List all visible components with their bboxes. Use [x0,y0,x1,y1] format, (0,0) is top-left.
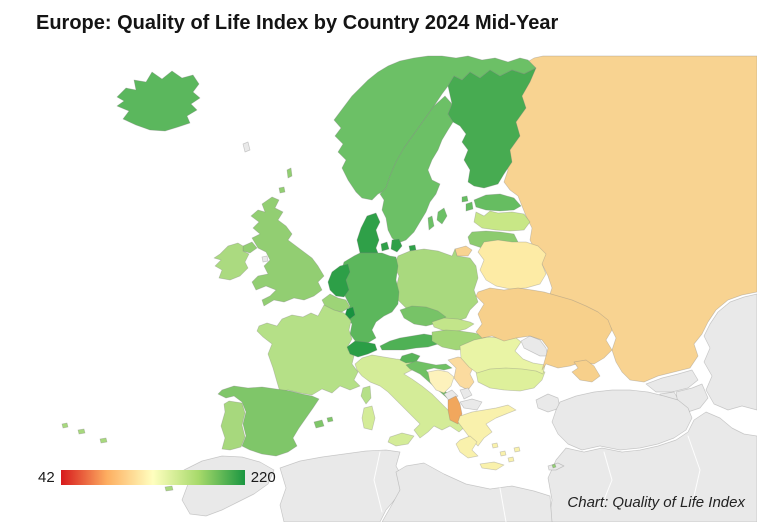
region-peloponnese[interactable] [455,435,479,459]
island-gotland [436,207,448,225]
country-denmark[interactable] [356,212,381,254]
country-portugal[interactable] [220,400,246,451]
country-turkey[interactable] [551,389,693,451]
island-crete [479,461,505,471]
country-slovakia[interactable] [431,317,475,333]
country-switzerland[interactable] [346,340,378,358]
island-aegean-4 [513,446,521,453]
country-north-macedonia[interactable] [459,398,483,411]
region-uk-base-cyprus [551,463,557,469]
country-ukraine[interactable] [475,287,613,371]
country-germany[interactable] [340,252,400,345]
island-zealand [390,238,403,253]
island-azores-3 [99,437,108,444]
island-bornholm [408,244,417,252]
island-aegean-1 [491,442,499,449]
border-libya-egypt [499,487,507,522]
island-aegean-3 [507,456,515,463]
island-corsica [360,385,372,405]
legend-gradient [60,469,245,485]
country-faroe-islands[interactable] [242,141,251,153]
country-kosovo[interactable] [459,387,473,400]
country-greece[interactable] [457,404,517,447]
border-syria-iraq [599,451,613,511]
island-funen [380,241,390,252]
country-kazakhstan[interactable] [703,293,757,411]
island-sicily [387,432,415,447]
country-finland[interactable] [447,67,537,189]
region-middle-east[interactable] [547,411,757,522]
island-azores-1 [61,422,69,429]
country-bosnia[interactable] [427,369,455,394]
country-algeria[interactable] [279,449,405,522]
country-united-kingdom[interactable] [250,196,325,307]
country-cyprus[interactable] [547,462,565,471]
legend-min-label: 42 [38,468,55,486]
island-menorca [326,416,334,423]
country-latvia[interactable] [473,210,531,232]
region-crimea[interactable] [571,359,601,383]
island-shetland [286,167,293,179]
country-libya-egypt[interactable] [381,462,553,522]
chart-attribution: Chart: Quality of Life Index [567,494,745,511]
region-northern-ireland[interactable] [242,241,258,254]
country-montenegro[interactable] [443,389,459,403]
country-belarus[interactable] [477,239,547,290]
island-azores-2 [77,428,86,435]
island-sardinia [361,405,376,431]
country-france[interactable] [256,304,361,396]
country-ireland[interactable] [213,242,250,281]
country-luxembourg[interactable] [344,306,356,320]
island-saaremaa [465,201,474,212]
island-orkney [278,186,286,194]
page-title: Europe: Quality of Life Index by Country… [36,12,559,34]
country-estonia[interactable] [473,193,522,212]
border-iraq-iran [687,435,701,506]
legend-max-label: 220 [250,468,276,486]
country-iceland[interactable] [116,70,201,132]
country-austria[interactable] [379,333,439,351]
country-netherlands[interactable] [327,263,351,298]
color-legend: 42 220 [38,466,276,488]
island-mallorca [313,419,325,429]
country-sweden[interactable] [379,95,454,244]
border-algeria-tunisia [373,451,383,513]
island-madeira [164,485,174,492]
country-kaliningrad[interactable] [454,245,473,257]
country-georgia[interactable] [645,369,699,393]
island-hiiumaa [461,195,469,203]
country-spain[interactable] [217,385,320,457]
island-aegean-2 [499,450,507,457]
island-oland [427,215,435,231]
country-isle-of-man[interactable] [261,255,269,263]
